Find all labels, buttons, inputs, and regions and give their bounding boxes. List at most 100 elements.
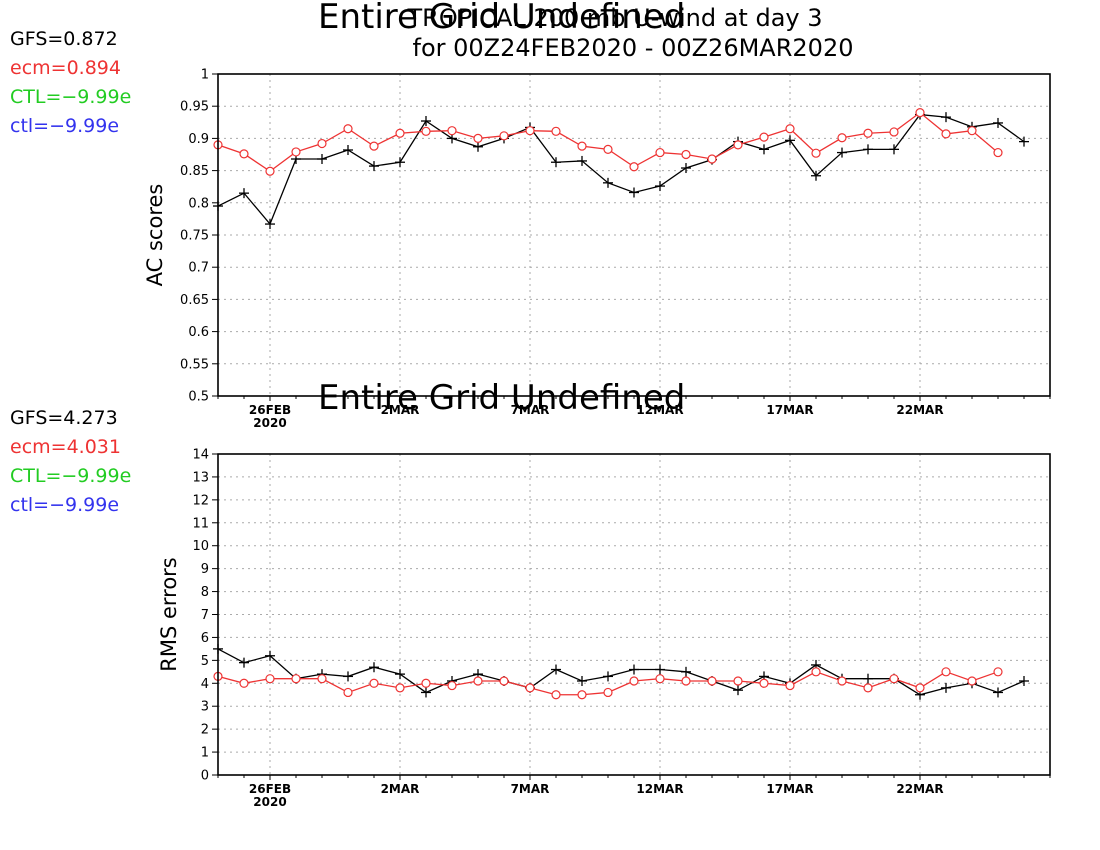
x-tick-label: 26FEB (249, 782, 291, 796)
data-point-circle (993, 147, 1003, 158)
data-point-circle (395, 683, 405, 693)
y-tick-label: 7 (201, 608, 209, 623)
y-tick-label: 2 (201, 723, 209, 738)
chart-title-line1: TROPICAL 200 mb U-wind at day 3 (406, 4, 822, 32)
y-tick-label: 0.8 (188, 196, 209, 211)
y-tick-label: 10 (192, 539, 209, 554)
y-tick-label: 1 (201, 68, 209, 83)
data-point-circle (369, 141, 379, 151)
data-point-circle (343, 124, 353, 134)
x-tick-label: 22MAR (896, 782, 943, 796)
y-tick-label: 0.75 (180, 229, 209, 244)
data-point-plus (1019, 136, 1029, 147)
data-point-circle (707, 154, 717, 164)
x-tick-year: 2020 (253, 416, 286, 430)
bottom-panel-overlay-text: Entire Grid Undefined (318, 378, 685, 418)
y-tick-label: 8 (201, 585, 209, 600)
legend-entry-ctl: ctl=−9.99e (10, 115, 119, 137)
top-panel-overlay-text: Entire Grid Undefined (318, 0, 685, 37)
data-point-plus (421, 116, 431, 127)
data-point-circle (291, 674, 301, 684)
y-tick-label: 0.6 (188, 325, 209, 340)
data-point-circle (785, 124, 795, 134)
data-point-plus (265, 219, 275, 230)
data-point-circle (915, 108, 925, 118)
data-point-circle (317, 674, 327, 684)
series-gfs (213, 109, 1029, 230)
y-tick-label: 0.9 (188, 132, 209, 147)
data-point-circle (681, 676, 691, 686)
data-point-plus (551, 157, 561, 168)
data-point-plus (811, 170, 821, 181)
data-point-plus (889, 144, 899, 155)
data-point-plus (239, 657, 249, 668)
data-point-circle (915, 683, 925, 693)
data-point-circle (629, 676, 639, 686)
data-point-plus (655, 664, 665, 675)
data-point-plus (369, 662, 379, 673)
data-point-circle (473, 133, 483, 143)
data-point-plus (681, 666, 691, 677)
series-line (217, 111, 999, 173)
data-point-circle (655, 147, 665, 158)
x-tick-year: 2020 (253, 795, 286, 809)
data-point-circle (837, 676, 847, 686)
data-point-circle (603, 144, 613, 154)
y-tick-label: 4 (201, 677, 209, 692)
data-point-circle (447, 680, 457, 691)
series-ecm (213, 108, 1003, 176)
y-tick-label: 0.55 (180, 357, 209, 372)
x-tick-label: 26FEB (249, 403, 291, 417)
data-point-plus (733, 685, 743, 696)
data-point-circle (525, 126, 535, 136)
data-point-plus (473, 141, 483, 152)
y-tick-label: 0.95 (180, 100, 209, 115)
legend-entry-ecm: ecm=0.894 (10, 57, 121, 79)
data-point-plus (551, 664, 561, 675)
data-point-circle (577, 141, 587, 151)
data-point-circle (759, 678, 769, 688)
data-point-circle (421, 126, 431, 136)
data-point-plus (343, 144, 353, 155)
data-point-circle (993, 667, 1003, 677)
data-point-plus (993, 687, 1003, 698)
x-tick-label: 7MAR (511, 403, 550, 417)
data-point-plus (369, 161, 379, 172)
data-point-circle (447, 126, 457, 136)
x-tick-label: 22MAR (896, 403, 943, 417)
data-point-plus (993, 117, 1003, 128)
data-point-circle (941, 667, 951, 677)
data-point-circle (603, 687, 613, 698)
y-axis-label: AC scores (143, 184, 167, 287)
data-point-circle (551, 690, 561, 700)
data-point-plus (785, 135, 795, 146)
series-line (217, 113, 1025, 226)
data-point-plus (629, 664, 639, 675)
data-point-plus (577, 675, 587, 686)
data-point-circle (577, 690, 587, 700)
series-gfs (213, 643, 1029, 700)
plot-frame (217, 73, 1051, 397)
data-point-plus (317, 154, 327, 165)
y-tick-label: 0.7 (188, 261, 209, 276)
data-point-circle (499, 131, 509, 141)
legend-entry-ecm: ecm=4.031 (10, 436, 121, 458)
y-tick-label: 13 (192, 470, 209, 485)
x-tick-label: 2MAR (381, 782, 420, 796)
legend-entry-gfs: GFS=0.872 (10, 28, 118, 50)
legend-entry-gfs: GFS=4.273 (10, 407, 118, 429)
data-point-circle (733, 676, 743, 686)
data-point-circle (265, 674, 275, 684)
data-point-circle (707, 676, 717, 686)
x-tick-label: 7MAR (511, 782, 550, 796)
data-point-plus (395, 669, 405, 680)
data-point-circle (317, 138, 327, 149)
data-point-circle (837, 133, 847, 143)
y-tick-label: 0 (201, 769, 209, 784)
data-point-circle (733, 140, 743, 150)
y-tick-label: 12 (192, 493, 209, 508)
y-tick-label: 9 (201, 562, 209, 577)
x-tick-label: 12MAR (636, 403, 683, 417)
data-point-circle (369, 678, 379, 688)
y-tick-label: 0.5 (188, 390, 209, 405)
